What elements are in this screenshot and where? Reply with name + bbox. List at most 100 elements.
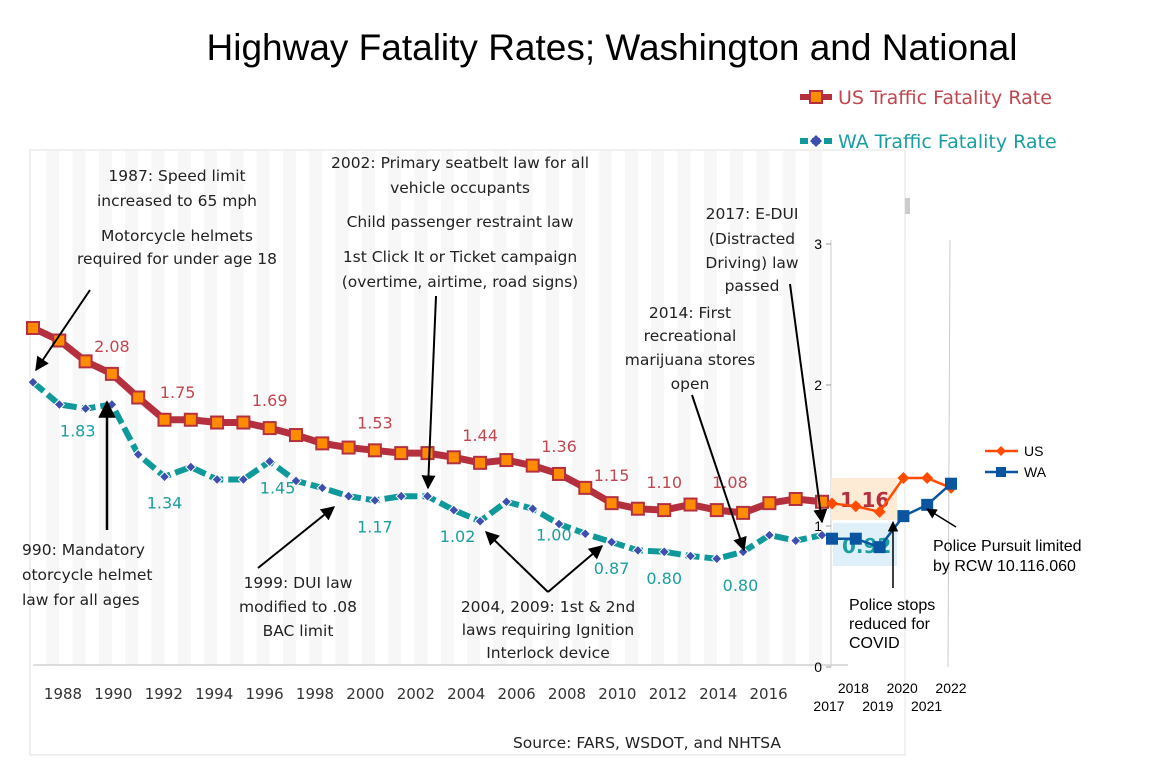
- us-data-point: [578, 480, 593, 495]
- annotation-text: required for under age 18: [77, 250, 277, 268]
- wa-data-point: [816, 529, 828, 541]
- wa-data-label: 1.45: [260, 478, 296, 497]
- us-data-point: [657, 503, 672, 518]
- us-data-point: [762, 496, 777, 511]
- x-tick-label: 1996: [246, 685, 284, 703]
- annotation-2004-2009: 2004, 2009: 1st & 2nd laws requiring Ign…: [461, 531, 635, 662]
- wa-data-label: 1.02: [440, 527, 476, 546]
- legend-us-label: US Traffic Fatality Rate: [838, 87, 1052, 109]
- arrow: [691, 394, 747, 552]
- annotation-text: Motorcycle helmets: [101, 227, 253, 245]
- annotation-1987: 1987: Speed limit increased to 65 mph Mo…: [35, 167, 277, 372]
- annotation-text: (Distracted: [709, 230, 795, 248]
- x-tick-label: 1990: [94, 685, 132, 703]
- wa-data-point: [658, 546, 670, 558]
- wa-data-label: 0.87: [594, 559, 630, 578]
- x-tick-label: 2012: [649, 685, 687, 703]
- x-tick-label: 1988: [44, 685, 82, 703]
- wa-data-point: [395, 490, 407, 502]
- annotation-2017: 2017: E-DUI (Distracted Driving) law pas…: [705, 205, 828, 524]
- annotation-2002: 2002: Primary seatbelt law for all vehic…: [331, 154, 589, 490]
- x-tick-label: 1992: [145, 685, 183, 703]
- inset-y-tick-label: 3: [814, 236, 822, 252]
- inset-us-data-point: [849, 500, 862, 513]
- annotation-text: 2004, 2009: 1st & 2nd: [461, 598, 635, 616]
- annotation-text: 1999: DUI law: [244, 574, 353, 592]
- inset-x-tick-label: 2018: [838, 680, 869, 696]
- inset-wa-data-point: [873, 541, 886, 554]
- us-data-label: 1.75: [160, 383, 196, 402]
- wa-data-point: [448, 504, 460, 516]
- annotation-text: reduced for: [849, 616, 931, 633]
- wa-data-point: [684, 550, 697, 562]
- x-tick-label: 2014: [699, 685, 737, 703]
- annotation-text: COVID: [849, 635, 900, 652]
- legend-inset-wa-label: WA: [1024, 464, 1047, 480]
- us-data-label: 1.36: [541, 437, 577, 456]
- wa-data-label: 1.83: [60, 421, 96, 440]
- us-data-label: 1.53: [357, 413, 393, 432]
- wa-data-point: [553, 518, 565, 530]
- wa-data-point: [342, 490, 355, 502]
- wa-data-point: [474, 515, 486, 527]
- wa-data-label: 1.00: [536, 526, 572, 545]
- annotation-text: (overtime, airtime, road signs): [342, 273, 578, 291]
- annotation-text: passed: [725, 277, 780, 295]
- annotation-covid: Police stops reduced for COVID: [849, 520, 935, 652]
- annotation-text: 1987: Speed limit: [108, 167, 245, 185]
- us-data-point: [236, 415, 251, 430]
- inset-wa-data-point: [921, 498, 934, 511]
- annotation-text: recreational: [644, 327, 737, 345]
- us-data-point: [525, 458, 540, 473]
- annotation-1999: 1999: DUI law modified to .08 BAC limit: [239, 506, 357, 640]
- scrollbar[interactable]: [905, 198, 910, 214]
- annotation-text: vehicle occupants: [390, 179, 530, 197]
- us-data-point: [473, 455, 488, 470]
- annotation-text: increased to 65 mph: [97, 192, 257, 210]
- legend-wa-label: WA Traffic Fatality Rate: [838, 131, 1057, 153]
- legend-inset-wa-marker: [996, 467, 1006, 477]
- chart-title: Highway Fatality Rates; Washington and N…: [207, 27, 1018, 68]
- annotation-1990: 990: Mandatory otorcycle helmet law for …: [22, 400, 152, 609]
- legend-wa-marker: [810, 135, 822, 147]
- main-legend: US Traffic Fatality Rate WA Traffic Fata…: [800, 87, 1057, 153]
- annotation-text: open: [671, 375, 710, 393]
- wa-highlight-box: [833, 523, 897, 566]
- annotation-text: Interlock device: [486, 644, 610, 662]
- inset-y-tick-label: 2: [814, 377, 822, 393]
- wa-data-point: [711, 553, 723, 565]
- annotation-text: 990: Mandatory: [22, 541, 145, 559]
- us-data-label: 1.15: [594, 466, 630, 485]
- x-tick-label: 2008: [548, 685, 586, 703]
- inset-us-data-point: [873, 505, 886, 518]
- annotation-text: modified to .08: [239, 598, 357, 616]
- us-data-label: 2.08: [94, 337, 130, 356]
- annotation-text: 2014: First: [649, 304, 731, 322]
- x-tick-label: 2000: [346, 685, 384, 703]
- inset-wa-data-point: [945, 477, 957, 490]
- us-data-point: [104, 366, 119, 381]
- us-data-point: [499, 453, 514, 468]
- us-highlight-box: [831, 478, 897, 520]
- x-tick-label: 2016: [750, 685, 788, 703]
- annotation-text: marijuana stores: [625, 351, 755, 369]
- annotation-text: 2002: Primary seatbelt law for all: [331, 154, 589, 172]
- annotation-text: law for all ages: [22, 591, 140, 609]
- us-data-point: [157, 412, 172, 427]
- plot-stripes: [33, 151, 833, 665]
- inset-wa-data-point: [826, 532, 838, 545]
- us-data-point: [420, 446, 435, 461]
- us-data-label: 1.08: [712, 473, 748, 492]
- source-note: Source: FARS, WSDOT, and NHTSA: [513, 734, 781, 752]
- annotation-text: 2017: E-DUI: [706, 205, 799, 223]
- x-tick-label: 1998: [296, 685, 334, 703]
- wa-data-point: [579, 528, 592, 540]
- inset-y-tick-label: 1: [814, 518, 822, 534]
- us-data-point: [26, 321, 40, 336]
- inset-us-data-point: [826, 497, 838, 510]
- x-tick-label: 2010: [598, 685, 636, 703]
- us-data-point: [394, 446, 409, 461]
- legend-us-marker: [809, 90, 823, 104]
- wa-data-point: [421, 490, 434, 502]
- us-data-point: [552, 466, 566, 481]
